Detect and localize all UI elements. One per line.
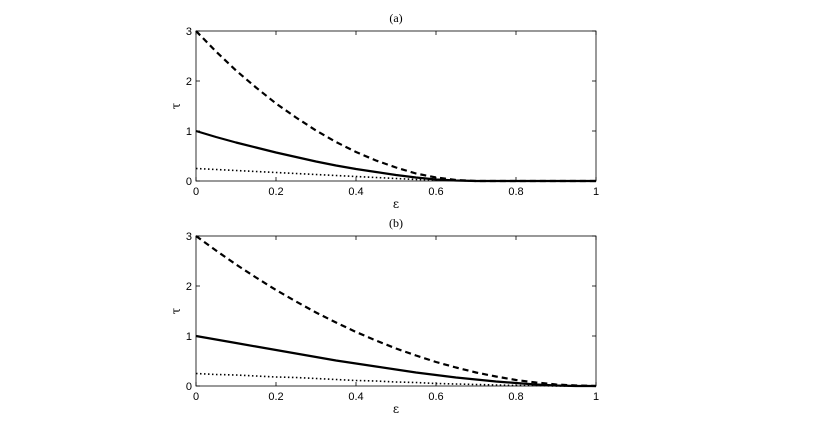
panel-b-series-dotted-line bbox=[195, 372, 596, 387]
panel-b-y-axis-label: τ bbox=[169, 307, 183, 314]
panel-b-ticks: 0 0.2 0.4 0.6 0.8 1 0 1 2 3 bbox=[186, 231, 599, 403]
panel-b-x-tick-label: 1 bbox=[593, 391, 599, 403]
panel-a-x-tick-label: 0.6 bbox=[428, 186, 443, 198]
panel-a-x-tick-label: 0 bbox=[193, 186, 199, 198]
panel-b-series-solid-line bbox=[195, 334, 596, 388]
panel-a-y-axis-label: τ bbox=[169, 102, 183, 109]
panel-b-x-tick-label: 0.6 bbox=[428, 391, 443, 403]
panel-b-series bbox=[195, 235, 597, 388]
panel-a-y-tick-label: 3 bbox=[186, 26, 192, 38]
panel-a-y-tick-label: 2 bbox=[186, 76, 192, 88]
panel-a-title: (a) bbox=[389, 11, 402, 25]
panel-a-x-tick-label: 1 bbox=[593, 186, 599, 198]
panel-a-series bbox=[195, 30, 596, 183]
panel-b-title: (b) bbox=[389, 216, 403, 230]
panel-b: (b) ε τ 0 0.2 0.4 0.6 0.8 1 0 1 2 3 bbox=[169, 216, 599, 416]
panel-a-x-tick-label: 0.4 bbox=[348, 186, 363, 198]
panel-b-y-tick-label: 2 bbox=[186, 281, 192, 293]
panel-a-y-tick-label: 1 bbox=[186, 126, 192, 138]
panel-b-x-axis-label: ε bbox=[393, 402, 399, 416]
panel-b-y-tick-label: 3 bbox=[186, 231, 192, 243]
panel-b-x-tick-label: 0 bbox=[193, 391, 199, 403]
panel-b-series-dashed-line bbox=[195, 235, 597, 388]
panel-b-x-tick-label: 0.2 bbox=[268, 391, 283, 403]
panel-a-y-tick-label: 0 bbox=[186, 176, 192, 188]
panel-b-y-tick-label: 1 bbox=[186, 331, 192, 343]
panel-a: (a) ε τ 0 0.2 0.4 0.6 0.8 1 0 1 2 3 bbox=[169, 11, 599, 211]
panel-a-x-tick-label: 0.8 bbox=[508, 186, 523, 198]
panel-b-y-tick-label: 0 bbox=[186, 381, 192, 393]
panel-b-plot-frame bbox=[195, 235, 597, 387]
panel-b-x-tick-label: 0.8 bbox=[508, 391, 523, 403]
panel-a-plot-frame bbox=[195, 30, 597, 182]
panel-a-series-dotted-line bbox=[195, 167, 596, 182]
panel-b-x-tick-label: 0.4 bbox=[348, 391, 363, 403]
panel-a-x-tick-label: 0.2 bbox=[268, 186, 283, 198]
panel-a-series-dashed-line bbox=[195, 30, 596, 183]
panel-a-ticks: 0 0.2 0.4 0.6 0.8 1 0 1 2 3 bbox=[186, 26, 599, 198]
panel-a-series-solid-line bbox=[195, 129, 596, 183]
panel-a-x-axis-label: ε bbox=[393, 197, 399, 211]
